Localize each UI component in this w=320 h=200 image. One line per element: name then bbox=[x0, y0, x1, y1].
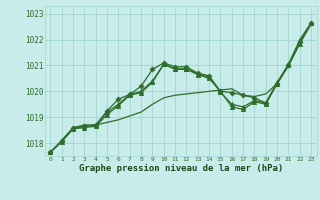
X-axis label: Graphe pression niveau de la mer (hPa): Graphe pression niveau de la mer (hPa) bbox=[79, 164, 283, 173]
